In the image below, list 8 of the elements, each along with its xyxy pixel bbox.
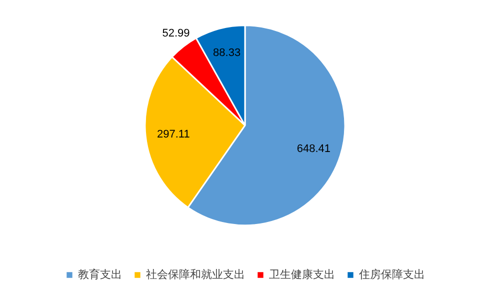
data-label: 88.33 bbox=[213, 47, 241, 60]
data-label: 52.99 bbox=[162, 28, 190, 40]
data-label: 648.41 bbox=[296, 142, 331, 155]
legend-label: 卫生健康支出 bbox=[269, 267, 335, 282]
legend-label: 教育支出 bbox=[78, 267, 122, 282]
legend-label: 社会保障和就业支出 bbox=[146, 267, 245, 282]
legend-label: 住房保障支出 bbox=[359, 267, 425, 282]
data-label: 297.11 bbox=[156, 128, 190, 140]
